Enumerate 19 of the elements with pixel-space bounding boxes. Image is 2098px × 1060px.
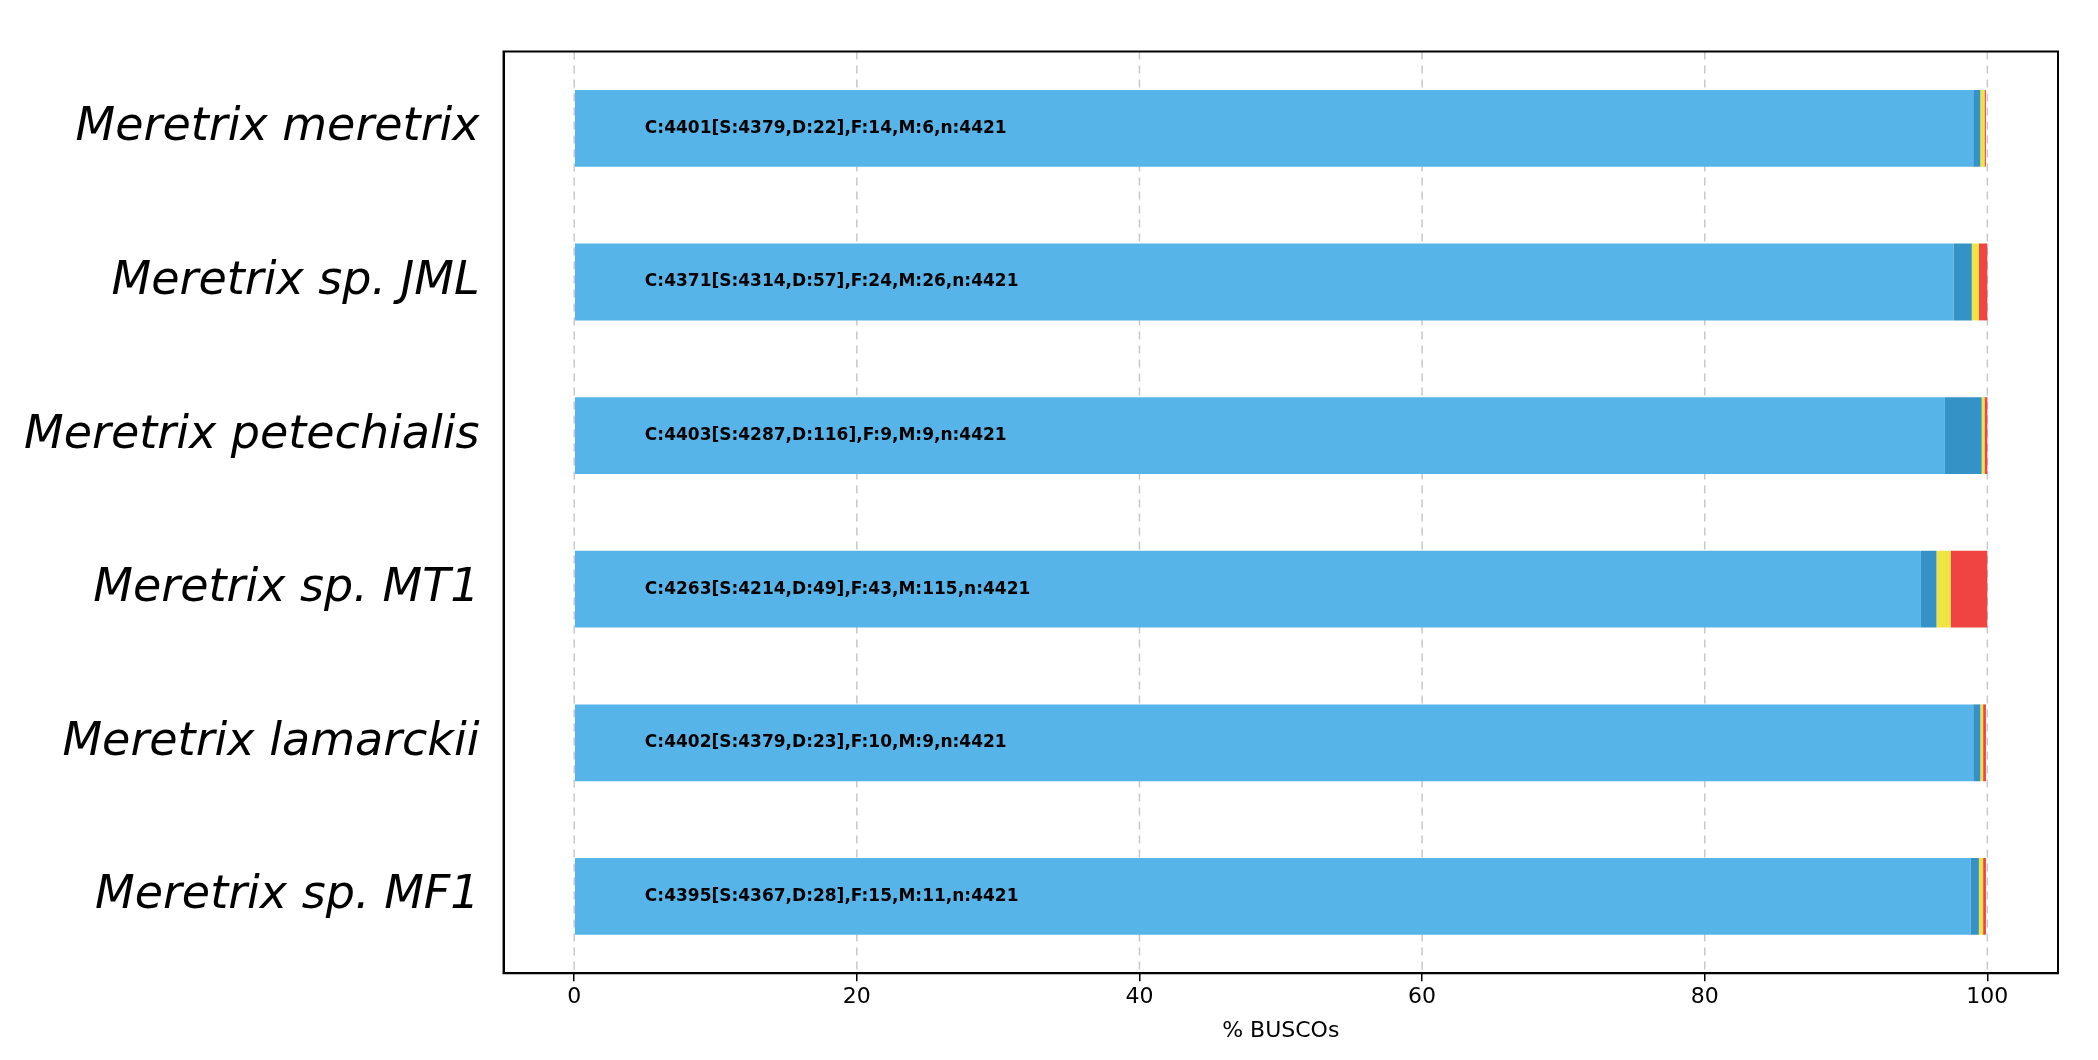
y-tick-label: Meretrix sp. JML xyxy=(111,250,480,305)
x-tick-label: 80 xyxy=(1690,983,1719,1009)
y-tick-label: Meretrix meretrix xyxy=(75,97,481,152)
annotation: C:4403[S:4287,D:116],F:9,M:9,n:4421 xyxy=(644,424,1007,445)
y-tick-label: Meretrix petechialis xyxy=(23,404,480,459)
x-axis-title: % BUSCOs xyxy=(1222,1016,1340,1042)
annotation: C:4401[S:4379,D:22],F:14,M:6,n:4421 xyxy=(644,116,1007,137)
annotation: C:4263[S:4214,D:49],F:43,M:115,n:4421 xyxy=(644,577,1031,598)
y-tick-label: Meretrix lamarckii xyxy=(62,711,480,766)
y-tick-label: Meretrix sp. MT1 xyxy=(93,558,480,613)
x-tick-label: 0 xyxy=(567,983,582,1009)
annotation: C:4371[S:4314,D:57],F:24,M:26,n:4421 xyxy=(644,270,1019,291)
y-tick-label: Meretrix sp. MF1 xyxy=(94,865,480,920)
x-tick-label: 100 xyxy=(1966,983,2009,1009)
annotation: C:4395[S:4367,D:28],F:15,M:11,n:4421 xyxy=(644,884,1019,905)
x-tick-label: 60 xyxy=(1408,983,1437,1009)
annotation: C:4402[S:4379,D:23],F:10,M:9,n:4421 xyxy=(644,731,1007,752)
x-tick-label: 40 xyxy=(1125,983,1154,1009)
x-tick-label: 20 xyxy=(842,983,871,1009)
